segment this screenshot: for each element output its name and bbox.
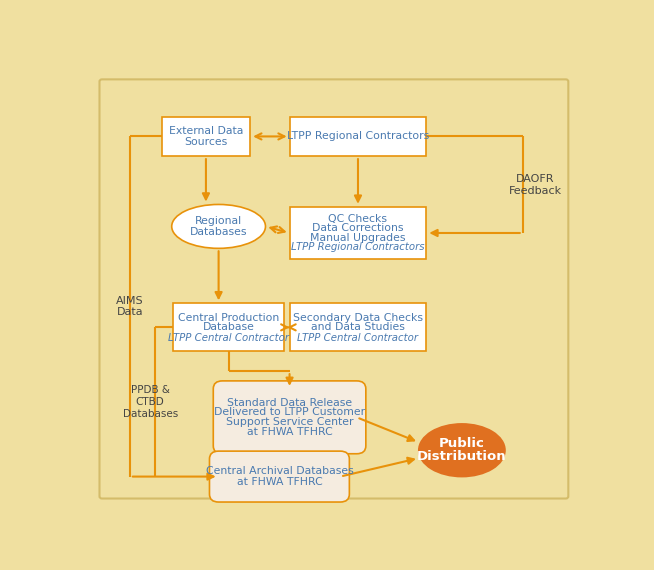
- FancyBboxPatch shape: [173, 303, 284, 352]
- Text: Database: Database: [203, 323, 254, 332]
- Text: AIMS
Data: AIMS Data: [116, 296, 144, 317]
- Text: Central Production: Central Production: [178, 313, 279, 323]
- Text: LTPP Central Contractor: LTPP Central Contractor: [168, 333, 289, 343]
- FancyBboxPatch shape: [99, 79, 568, 499]
- FancyBboxPatch shape: [290, 303, 426, 352]
- Text: Databases: Databases: [190, 227, 247, 237]
- Text: PPDB &
CTBD
Databases: PPDB & CTBD Databases: [122, 385, 178, 418]
- Text: Regional: Regional: [195, 216, 242, 226]
- Text: QC Checks: QC Checks: [328, 214, 387, 223]
- FancyBboxPatch shape: [162, 117, 250, 156]
- Text: Distribution: Distribution: [417, 450, 507, 463]
- Text: External Data: External Data: [169, 126, 243, 136]
- Text: Central Archival Databases: Central Archival Databases: [205, 466, 353, 477]
- Text: LTPP Regional Contractors: LTPP Regional Contractors: [291, 242, 424, 253]
- Text: at FHWA TFHRC: at FHWA TFHRC: [247, 427, 332, 437]
- FancyBboxPatch shape: [213, 381, 366, 454]
- Text: Data Corrections: Data Corrections: [312, 223, 404, 233]
- FancyBboxPatch shape: [209, 451, 349, 502]
- Ellipse shape: [419, 424, 505, 477]
- Text: Delivered to LTPP Customer: Delivered to LTPP Customer: [214, 408, 365, 417]
- Text: at FHWA TFHRC: at FHWA TFHRC: [237, 477, 322, 487]
- Text: LTPP Central Contractor: LTPP Central Contractor: [298, 333, 419, 343]
- Text: DAOFR
Feedback: DAOFR Feedback: [509, 174, 562, 196]
- Text: Standard Data Release: Standard Data Release: [227, 398, 352, 408]
- Text: Public: Public: [439, 437, 485, 450]
- Text: LTPP Regional Contractors: LTPP Regional Contractors: [287, 132, 429, 141]
- Text: Secondary Data Checks: Secondary Data Checks: [293, 313, 423, 323]
- FancyBboxPatch shape: [290, 117, 426, 156]
- Text: Support Service Center: Support Service Center: [226, 417, 353, 427]
- Text: Sources: Sources: [184, 137, 228, 146]
- Text: Manual Upgrades: Manual Upgrades: [310, 233, 405, 243]
- FancyBboxPatch shape: [290, 207, 426, 259]
- Text: and Data Studies: and Data Studies: [311, 323, 405, 332]
- Ellipse shape: [172, 205, 266, 249]
